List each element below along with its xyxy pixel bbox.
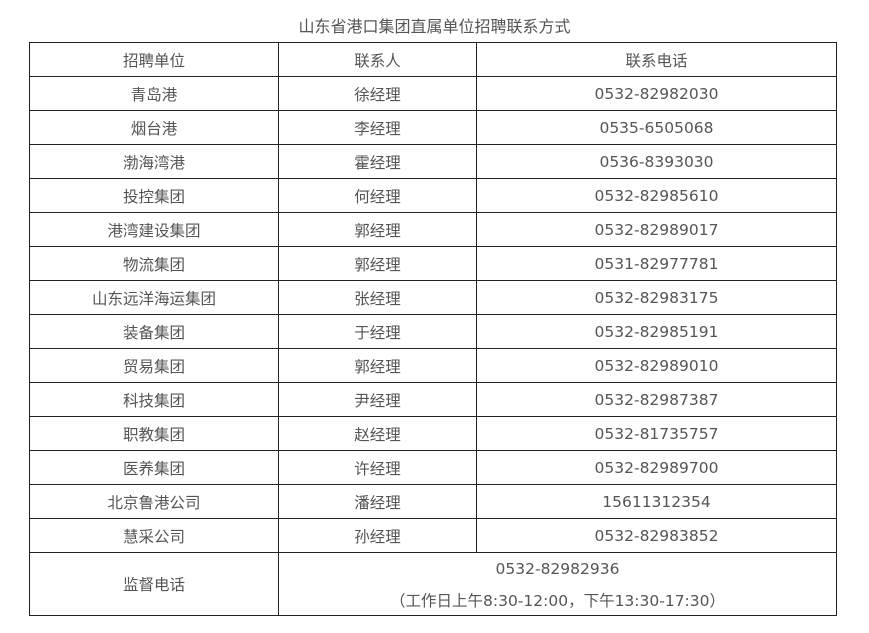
table-row: 装备集团 于经理 0532-82985191 [29,314,837,349]
unit-cell: 烟台港 [29,110,279,145]
contact-cell: 许经理 [278,450,477,485]
phone-cell: 0532-82989010 [476,348,837,383]
contact-cell: 郭经理 [278,348,477,383]
unit-cell: 物流集团 [29,246,279,281]
table-header-row: 招聘单位 联系人 联系电话 [29,42,837,77]
unit-cell: 北京鲁港公司 [29,484,279,519]
table-row: 医养集团 许经理 0532-82989700 [29,450,837,485]
unit-cell: 港湾建设集团 [29,212,279,247]
table-row: 烟台港 李经理 0535-6505068 [29,110,837,145]
table-row: 北京鲁港公司 潘经理 15611312354 [29,484,837,519]
phone-cell: 0532-82987387 [476,382,837,417]
unit-cell: 科技集团 [29,382,279,417]
page-title: 山东省港口集团直属单位招聘联系方式 [298,17,571,36]
contact-cell: 张经理 [278,280,477,315]
header-unit: 招聘单位 [29,42,279,77]
table-row: 科技集团 尹经理 0532-82987387 [29,382,837,417]
contact-cell: 尹经理 [278,382,477,417]
unit-cell: 慧采公司 [29,518,279,553]
phone-cell: 0532-82983175 [476,280,837,315]
contact-table: 招聘单位 联系人 联系电话 青岛港 徐经理 0532-82982030 烟台港 李经理 0… [29,42,837,616]
table-row: 投控集团 何经理 0532-82985610 [29,178,837,213]
table-row: 港湾建设集团 郭经理 0532-82989017 [29,212,837,247]
contact-cell: 郭经理 [278,212,477,247]
unit-cell: 渤海湾港 [29,144,279,179]
contact-cell: 徐经理 [278,76,477,111]
supervision-hours: （工作日上午8:30-12:00，下午13:30-17:30） [278,584,837,616]
contact-cell: 于经理 [278,314,477,349]
table-row: 慧采公司 孙经理 0532-82983852 [29,518,837,553]
phone-cell: 0531-82977781 [476,246,837,281]
contact-cell: 潘经理 [278,484,477,519]
phone-cell: 0532-81735757 [476,416,837,451]
unit-cell: 青岛港 [29,76,279,111]
phone-cell: 0532-82982030 [476,76,837,111]
phone-cell: 0536-8393030 [476,144,837,179]
phone-cell: 0535-6505068 [476,110,837,145]
table-row: 山东远洋海运集团 张经理 0532-82983175 [29,280,837,315]
unit-cell: 投控集团 [29,178,279,213]
contact-cell: 李经理 [278,110,477,145]
unit-cell: 医养集团 [29,450,279,485]
unit-cell: 山东远洋海运集团 [29,280,279,315]
phone-cell: 0532-82989017 [476,212,837,247]
phone-cell: 15611312354 [476,484,837,519]
phone-cell: 0532-82985610 [476,178,837,213]
header-contact: 联系人 [278,42,477,77]
table-row: 物流集团 郭经理 0531-82977781 [29,246,837,281]
contact-cell: 霍经理 [278,144,477,179]
unit-cell: 职教集团 [29,416,279,451]
supervision-label: 监督电话 [29,552,279,616]
supervision-phone: 0532-82982936 [278,552,837,584]
contact-cell: 郭经理 [278,246,477,281]
supervision-row: 监督电话 0532-82982936 [29,552,837,616]
phone-cell: 0532-82985191 [476,314,837,349]
table-row: 贸易集团 郭经理 0532-82989010 [29,348,837,383]
table-row: 渤海湾港 霍经理 0536-8393030 [29,144,837,179]
unit-cell: 装备集团 [29,314,279,349]
contact-cell: 赵经理 [278,416,477,451]
header-phone: 联系电话 [476,42,837,77]
supervision-hours-row: （工作日上午8:30-12:00，下午13:30-17:30） [30,584,837,616]
table-row: 青岛港 徐经理 0532-82982030 [29,76,837,111]
unit-cell: 贸易集团 [29,348,279,383]
table-row: 职教集团 赵经理 0532-81735757 [29,416,837,451]
phone-cell: 0532-82989700 [476,450,837,485]
contact-cell: 何经理 [278,178,477,213]
contact-cell: 孙经理 [278,518,477,553]
phone-cell: 0532-82983852 [476,518,837,553]
